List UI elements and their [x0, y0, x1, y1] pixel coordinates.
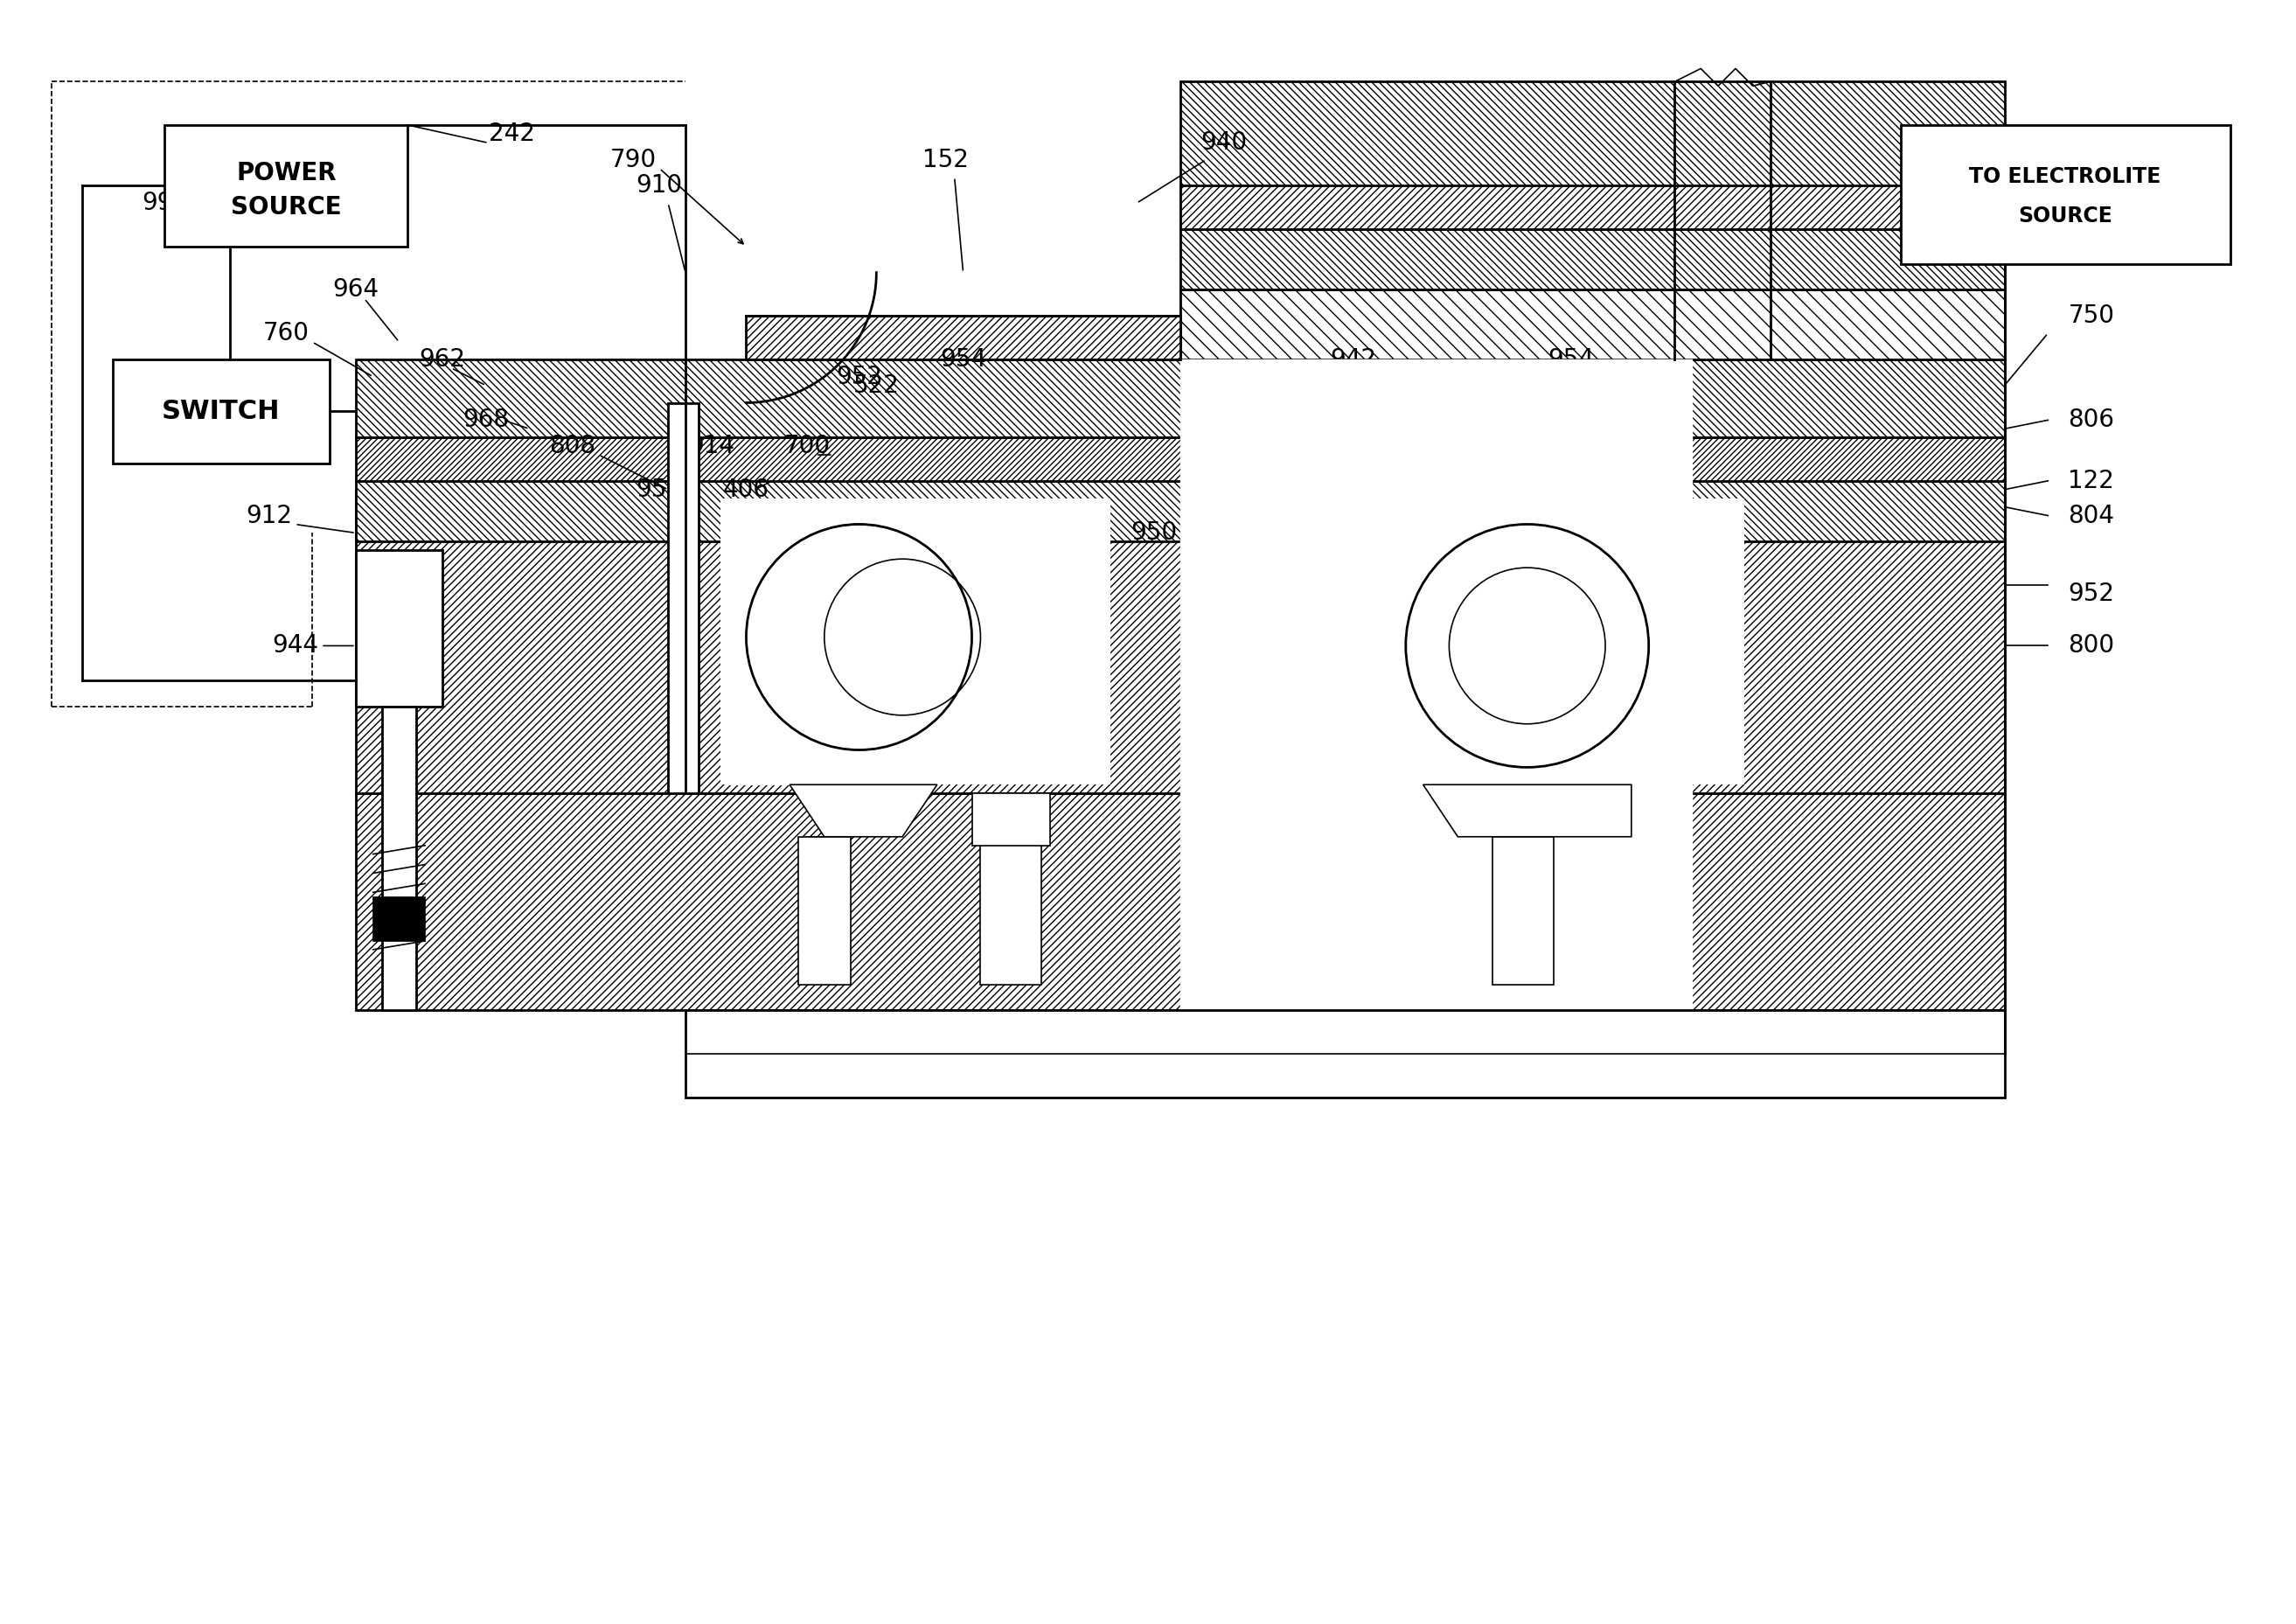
Text: 954: 954	[939, 348, 987, 372]
Text: 964: 964	[333, 278, 379, 302]
Text: 914: 914	[689, 434, 735, 458]
Text: 966: 966	[227, 443, 276, 468]
Bar	[687, 1010, 2004, 1098]
Bar	[799, 836, 850, 984]
Text: 800: 800	[2069, 633, 2115, 658]
Text: 950: 950	[1132, 521, 1178, 546]
Bar	[746, 317, 1180, 359]
Text: 954: 954	[1548, 348, 1593, 372]
Bar	[1267, 499, 1745, 784]
Text: 406: 406	[1270, 521, 1316, 546]
Text: 700: 700	[783, 434, 831, 458]
Bar	[356, 437, 2004, 481]
Bar	[1180, 291, 2004, 359]
Text: 944: 944	[271, 633, 319, 658]
Text: 942: 942	[1329, 348, 1378, 372]
Bar	[668, 403, 698, 794]
Text: 912: 912	[246, 503, 292, 528]
Text: 790: 790	[611, 148, 657, 172]
Text: 804: 804	[2069, 503, 2115, 528]
Text: 996: 996	[142, 192, 188, 216]
Text: TO ELECTROLITE: TO ELECTROLITE	[1970, 167, 2161, 187]
Text: 806: 806	[2069, 408, 2115, 432]
Circle shape	[746, 525, 971, 750]
Text: 522: 522	[854, 374, 900, 398]
Bar	[381, 706, 416, 1010]
Polygon shape	[790, 784, 937, 836]
Bar	[372, 898, 425, 940]
Bar	[1180, 185, 2004, 229]
Bar	[1180, 81, 2004, 359]
Text: 590: 590	[1444, 581, 1490, 606]
Text: 414: 414	[758, 599, 804, 624]
Text: 968: 968	[464, 408, 510, 432]
Bar	[113, 359, 331, 463]
Text: 950: 950	[636, 477, 682, 502]
Bar	[1492, 836, 1554, 984]
Bar	[356, 551, 443, 706]
Text: 904: 904	[783, 633, 831, 658]
Bar	[1901, 125, 2229, 263]
Bar	[356, 359, 2004, 437]
Text: 808: 808	[549, 434, 597, 458]
Text: 952: 952	[836, 364, 882, 388]
Text: 910: 910	[636, 174, 682, 198]
Text: 242: 242	[489, 122, 535, 146]
Text: SOURCE: SOURCE	[2018, 206, 2112, 227]
Bar	[971, 794, 1049, 846]
Text: 406: 406	[723, 477, 769, 502]
Bar	[721, 499, 1111, 784]
Text: SOURCE: SOURCE	[232, 195, 342, 219]
Text: 152: 152	[923, 148, 969, 172]
Bar	[356, 794, 2004, 1010]
Text: 750: 750	[2069, 304, 2115, 328]
Text: 416: 416	[758, 564, 804, 588]
Bar	[980, 836, 1042, 984]
Bar	[1180, 229, 2004, 291]
Circle shape	[1405, 525, 1649, 767]
Text: 902: 902	[1010, 633, 1056, 658]
Bar	[356, 481, 2004, 542]
Text: 952: 952	[2069, 581, 2115, 606]
Text: 122: 122	[2069, 469, 2115, 494]
Text: POWER: POWER	[236, 161, 338, 185]
Text: 962: 962	[420, 348, 466, 372]
Polygon shape	[728, 715, 790, 784]
Bar	[356, 489, 2004, 794]
Text: 940: 940	[1201, 130, 1247, 154]
Bar	[165, 125, 409, 247]
Text: 590: 590	[905, 607, 951, 632]
Text: 760: 760	[264, 322, 310, 346]
Text: SWITCH: SWITCH	[163, 400, 280, 424]
Polygon shape	[1424, 784, 1632, 836]
